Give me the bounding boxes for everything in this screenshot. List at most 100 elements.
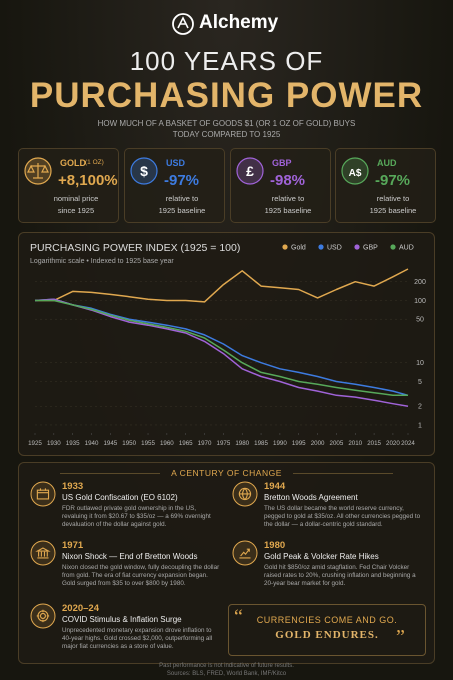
event-text: Nixon closed the gold window, fully deco… (62, 564, 220, 587)
event-icon (232, 481, 258, 507)
footer-line2: Sources: BLS, FRED, World Bank, IMF/Kitc… (166, 671, 287, 677)
x-tick-label: 1945 (103, 440, 117, 447)
event-text: Gold hit $850/oz amid stagflation. Fed C… (264, 564, 416, 587)
event-title: COVID Stimulus & Inflation Surge (62, 615, 182, 624)
series-line (34, 298, 409, 407)
x-tick-label: 1930 (47, 440, 61, 447)
x-tick-label: 2024 (401, 440, 415, 447)
legend-label: AUD (399, 245, 414, 252)
event-title: Bretton Woods Agreement (264, 493, 358, 502)
timeline-panel (18, 462, 435, 664)
legend-swatch (282, 244, 288, 250)
card-value: -97% (164, 172, 200, 189)
quote-mark: ” (396, 626, 405, 648)
divider (293, 473, 393, 474)
legend-label: USD (327, 245, 342, 252)
card-name: AUD (377, 158, 397, 168)
event-text: FDR outlawed private gold ownership in t… (62, 505, 211, 528)
event-year: 1980 (264, 540, 286, 551)
icon-circle (341, 157, 369, 185)
y-tick-label: 10 (416, 360, 424, 367)
event-title: US Gold Confiscation (EO 6102) (62, 493, 178, 502)
event-year: 1933 (62, 481, 84, 492)
card-line1: nominal price (53, 194, 99, 203)
icon-circle (236, 157, 264, 185)
y-tick-label: 50 (416, 317, 424, 324)
card-icon (24, 157, 52, 185)
x-tick-label: 2020 (386, 440, 400, 447)
card-icon: A$ (341, 157, 369, 185)
x-tick-label: 1980 (235, 440, 249, 447)
icon-circle (130, 157, 158, 185)
icon-circle (30, 603, 56, 629)
legend-swatch (390, 244, 396, 250)
chart-panel (18, 232, 435, 456)
card-line2: 1925 baseline (369, 206, 417, 215)
card-name: GOLD (60, 158, 86, 168)
timeline-title: A CENTURY OF CHANGE (171, 468, 282, 478)
legend-swatch (318, 244, 324, 250)
logo-icon (172, 13, 194, 35)
card-value: -98% (270, 172, 306, 189)
y-tick-label: 100 (414, 298, 426, 305)
card-line2: 1925 baseline (158, 206, 206, 215)
card-icon: £ (236, 157, 264, 185)
card-name: USD (166, 158, 186, 168)
x-tick-label: 1985 (254, 440, 268, 447)
event-icon (30, 603, 56, 629)
event-icon (30, 540, 56, 566)
chart: 1 2 5 10 50 100 200 1925 1930 1935 1940 1945 1950 195… (28, 244, 426, 447)
chart-subtitle: Logarithmic scale • Indexed to 1925 base… (30, 258, 174, 265)
legend-swatch (354, 244, 360, 250)
scales-icon (27, 163, 49, 179)
x-tick-label: 1925 (28, 440, 42, 447)
x-tick-label: 1965 (179, 440, 193, 447)
series-line (35, 268, 409, 303)
quote-line1: CURRENCIES COME AND GO. (256, 615, 398, 625)
card-line2: 1925 baseline (264, 206, 312, 215)
card-line1: relative to (271, 194, 305, 203)
card-name: GBP (272, 158, 292, 168)
quote-line2: GOLD ENDURES. (275, 629, 379, 641)
quote-mark: “ (234, 606, 243, 628)
card (230, 148, 331, 223)
event-icon (30, 481, 56, 507)
event-year: 2020–24 (62, 603, 99, 614)
event-title: Nixon Shock — End of Bretton Woods (62, 552, 198, 561)
event-icon (232, 540, 258, 566)
icon-glyph (35, 547, 51, 559)
subtitle: HOW MUCH OF A BASKET OF GOODS $1 (OR 1 O… (97, 119, 356, 139)
brand: Alchemy (199, 12, 279, 33)
icon-circle (30, 481, 56, 507)
icon-glyph (238, 487, 251, 501)
x-tick-label: 1935 (66, 440, 80, 447)
title-line2: PURCHASING POWER (29, 76, 424, 115)
event-title: Gold Peak & Volcker Rate Hikes (264, 552, 379, 561)
x-tick-label: 1960 (160, 440, 174, 447)
icon-symbol: $ (140, 163, 148, 179)
card-icon: $ (130, 157, 158, 185)
x-tick-label: 1955 (141, 440, 155, 447)
card-line1: relative to (165, 194, 199, 203)
card (18, 148, 119, 223)
card-note: (1 OZ) (85, 159, 104, 166)
x-tick-label: 1940 (85, 440, 99, 447)
icon-glyph (239, 548, 251, 559)
series-line (35, 299, 408, 397)
y-tick-label: 200 (414, 279, 426, 286)
legend-label: GBP (363, 245, 378, 252)
title-line1: 100 YEARS OF (129, 46, 324, 76)
legend-label: Gold (291, 245, 306, 252)
event-text: Unprecedented monetary expansion drove i… (62, 627, 213, 650)
x-tick-label: 2010 (348, 440, 362, 447)
x-tick-label: 1975 (217, 440, 231, 447)
icon-circle (30, 540, 56, 566)
y-tick-label: 1 (418, 422, 422, 429)
icon-glyph (36, 488, 50, 500)
x-tick-label: 2015 (367, 440, 381, 447)
divider (60, 473, 160, 474)
x-tick-label: 1970 (198, 440, 212, 447)
y-tick-label: 5 (418, 379, 422, 386)
x-tick-label: 2000 (311, 440, 325, 447)
event-text: The US dollar became the world reserve c… (264, 505, 421, 528)
